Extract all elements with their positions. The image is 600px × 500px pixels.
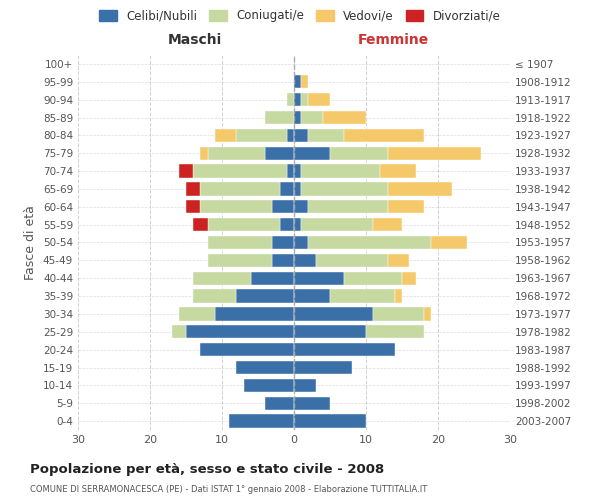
Legend: Celibi/Nubili, Coniugati/e, Vedovi/e, Divorziati/e: Celibi/Nubili, Coniugati/e, Vedovi/e, Di… [96,6,504,26]
Bar [272,254,294,267]
Bar [244,378,294,392]
Bar [272,200,294,213]
Text: Maschi: Maschi [167,34,222,48]
Bar [236,290,294,303]
Bar [294,343,395,356]
Bar [301,164,380,178]
Bar [294,396,330,410]
Bar [301,75,308,88]
Bar [287,128,294,142]
Bar [294,93,301,106]
Bar [344,272,402,285]
Bar [316,254,388,267]
Text: Femmine: Femmine [358,34,429,48]
Bar [251,272,294,285]
Bar [215,128,236,142]
Bar [179,164,193,178]
Bar [388,200,424,213]
Bar [294,182,301,196]
Text: Popolazione per età, sesso e stato civile - 2008: Popolazione per età, sesso e stato civil… [30,462,384,475]
Bar [193,272,251,285]
Bar [431,236,467,249]
Bar [287,93,294,106]
Bar [294,272,344,285]
Bar [308,93,330,106]
Bar [208,218,280,232]
Bar [236,128,287,142]
Bar [294,361,352,374]
Bar [294,236,308,249]
Bar [172,325,186,338]
Bar [186,325,294,338]
Bar [308,128,344,142]
Bar [323,111,366,124]
Bar [287,164,294,178]
Bar [294,290,330,303]
Bar [294,146,330,160]
Bar [294,254,316,267]
Y-axis label: Fasce di età: Fasce di età [25,205,37,280]
Bar [208,236,272,249]
Bar [186,200,200,213]
Bar [200,146,208,160]
Bar [208,146,265,160]
Bar [186,182,200,196]
Bar [301,218,373,232]
Bar [308,200,388,213]
Bar [200,200,272,213]
Bar [294,378,316,392]
Bar [294,111,301,124]
Bar [395,290,402,303]
Bar [402,272,416,285]
Bar [330,146,388,160]
Bar [380,164,416,178]
Bar [265,396,294,410]
Bar [301,93,308,106]
Bar [179,307,215,320]
Bar [294,164,301,178]
Bar [344,128,424,142]
Bar [294,200,308,213]
Bar [200,343,294,356]
Bar [388,254,409,267]
Bar [193,290,236,303]
Bar [301,111,323,124]
Bar [388,146,481,160]
Bar [294,218,301,232]
Bar [373,218,402,232]
Bar [424,307,431,320]
Bar [373,307,424,320]
Bar [272,236,294,249]
Bar [265,146,294,160]
Bar [208,254,272,267]
Bar [294,414,366,428]
Bar [308,236,431,249]
Bar [301,182,388,196]
Bar [330,290,395,303]
Bar [366,325,424,338]
Bar [294,325,366,338]
Bar [265,111,294,124]
Bar [294,128,308,142]
Bar [388,182,452,196]
Bar [229,414,294,428]
Bar [193,218,208,232]
Bar [280,182,294,196]
Text: COMUNE DI SERRAMONACESCA (PE) - Dati ISTAT 1° gennaio 2008 - Elaborazione TUTTIT: COMUNE DI SERRAMONACESCA (PE) - Dati IST… [30,485,427,494]
Bar [294,307,373,320]
Bar [294,75,301,88]
Bar [200,182,280,196]
Bar [236,361,294,374]
Bar [280,218,294,232]
Bar [193,164,287,178]
Bar [215,307,294,320]
